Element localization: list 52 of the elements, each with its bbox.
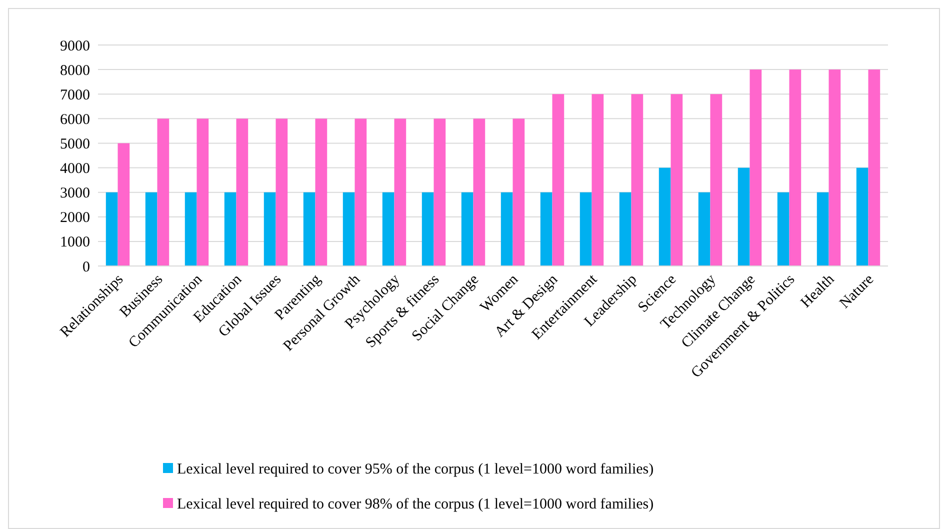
bar	[264, 192, 276, 266]
y-tick-label: 7000	[60, 87, 90, 104]
bar	[631, 94, 644, 266]
bar	[658, 168, 671, 266]
bar	[354, 118, 367, 266]
bar	[434, 118, 446, 266]
bar	[394, 118, 406, 266]
bar	[552, 94, 564, 266]
bar	[145, 192, 158, 266]
legend-label: Lexical level required to cover 95% of the corpus (1 level=1000 word families)	[177, 461, 654, 478]
bar	[118, 143, 130, 266]
y-tick-label: 6000	[60, 112, 90, 128]
y-tick-label: 4000	[60, 161, 90, 178]
bar	[303, 192, 316, 266]
y-tick-label: 1000	[60, 234, 90, 251]
bar	[580, 192, 592, 266]
bar	[698, 192, 710, 266]
bar	[106, 192, 118, 266]
bar	[619, 192, 632, 266]
bar	[856, 168, 868, 266]
bar	[382, 192, 394, 266]
bar	[461, 192, 474, 266]
bar	[422, 192, 434, 266]
y-tick-label: 3000	[60, 186, 90, 202]
y-tick-label: 9000	[60, 38, 90, 54]
bar	[184, 192, 197, 266]
bar	[592, 94, 604, 266]
bar	[342, 192, 355, 266]
bar	[157, 118, 170, 266]
bar	[236, 118, 248, 266]
legend-label: Lexical level required to cover 98% of the corpus (1 level=1000 word families)	[177, 496, 654, 512]
bar	[315, 118, 328, 266]
bar	[670, 94, 683, 266]
bar	[816, 192, 829, 266]
y-tick-label: 8000	[60, 62, 90, 79]
y-tick-label: 2000	[60, 210, 90, 226]
bar	[868, 70, 880, 266]
bar	[789, 70, 802, 266]
bar	[540, 192, 552, 266]
bar	[738, 168, 750, 266]
bar	[196, 118, 209, 266]
bar	[224, 192, 236, 266]
bar	[750, 70, 762, 266]
y-tick-label: 5000	[60, 136, 90, 152]
bar	[512, 118, 525, 266]
bar	[828, 70, 841, 266]
bar	[710, 94, 722, 266]
y-tick-label: 0	[82, 259, 90, 276]
bar	[500, 192, 513, 266]
bar	[777, 192, 790, 266]
bar	[473, 118, 486, 266]
bar	[276, 118, 288, 266]
